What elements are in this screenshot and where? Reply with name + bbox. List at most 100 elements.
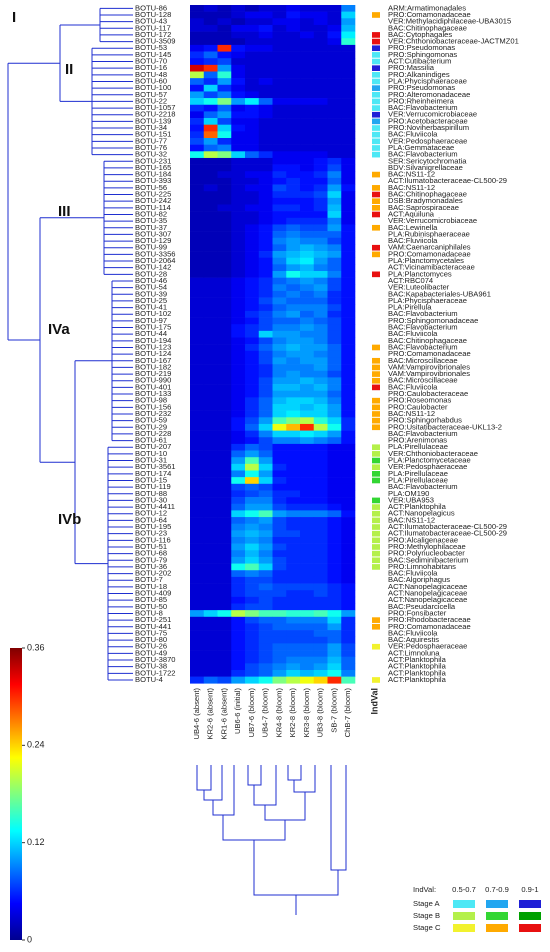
heat-cell xyxy=(190,171,205,179)
heat-cell xyxy=(341,84,356,92)
heat-cell xyxy=(327,537,342,544)
heat-cell xyxy=(231,231,246,239)
heat-cell xyxy=(327,663,342,671)
heat-cell xyxy=(231,310,246,318)
heat-cell xyxy=(300,616,315,624)
heat-cell xyxy=(341,58,356,66)
heat-cell xyxy=(217,344,232,352)
heat-cell xyxy=(245,477,260,485)
heat-cell xyxy=(313,430,328,438)
heat-cell xyxy=(258,131,273,139)
heat-cell xyxy=(327,450,342,458)
heat-cell xyxy=(286,98,301,106)
heat-cell xyxy=(272,244,287,252)
heat-cell xyxy=(286,643,301,651)
heat-cell xyxy=(313,24,328,32)
indval-mark xyxy=(372,471,380,477)
heat-cell xyxy=(231,384,246,391)
heat-cell xyxy=(245,583,260,591)
row-label: BOTU-28 xyxy=(135,269,167,278)
heat-cell xyxy=(217,271,232,278)
heat-cell xyxy=(258,211,273,219)
heat-cell xyxy=(313,184,328,192)
heat-cell xyxy=(272,603,287,611)
heat-cell xyxy=(231,344,246,352)
row-label: BOTU-25 xyxy=(135,296,167,305)
heat-cell xyxy=(190,124,205,132)
taxon-label: ACT:Planktophila xyxy=(388,655,447,664)
taxon-label: DSB:Bradymonadales xyxy=(388,196,463,205)
taxon-label: ACT:Nanopelagicus xyxy=(388,509,455,518)
heat-cell xyxy=(203,590,218,598)
taxon-label: PRO:Massilia xyxy=(388,63,435,72)
indval-mark xyxy=(372,244,380,251)
heat-cell xyxy=(286,164,301,172)
heat-cell xyxy=(286,124,301,132)
heat-cell xyxy=(327,656,342,664)
heat-cell xyxy=(286,457,301,465)
heat-cell xyxy=(258,590,273,598)
heat-cell xyxy=(313,224,328,232)
heat-cell xyxy=(217,277,232,285)
heat-cell xyxy=(190,670,205,677)
heat-cell xyxy=(190,650,205,657)
row-label: BOTU-76 xyxy=(135,143,167,152)
heat-cell xyxy=(217,284,232,292)
heat-cell xyxy=(286,404,301,411)
taxon-label: VER:Luteolibacter xyxy=(388,283,450,292)
heat-cell xyxy=(245,543,260,551)
heat-cell xyxy=(272,91,287,99)
heat-cell xyxy=(217,58,232,66)
heat-cell xyxy=(217,330,232,338)
heat-cell xyxy=(327,51,342,59)
heat-cell xyxy=(341,78,356,86)
heat-cell xyxy=(341,550,356,558)
heat-cell xyxy=(190,71,205,79)
heat-cell xyxy=(217,663,232,671)
heat-cell xyxy=(272,497,287,505)
heat-cell xyxy=(313,517,328,524)
heat-cell xyxy=(203,410,218,418)
taxon-label: PRO:Alcaligenaceae xyxy=(388,535,458,544)
heat-cell xyxy=(231,131,246,139)
heat-cell xyxy=(327,277,342,285)
heat-cell xyxy=(190,231,205,239)
heat-cell xyxy=(190,44,205,52)
heat-cell xyxy=(258,384,273,391)
heat-cell xyxy=(327,443,342,451)
heat-cell xyxy=(300,224,315,232)
heat-cell xyxy=(203,344,218,352)
heat-cell xyxy=(190,350,205,358)
indval-mark xyxy=(372,451,380,457)
heat-cell xyxy=(203,104,218,112)
heat-cell xyxy=(231,596,246,604)
heat-cell xyxy=(245,616,260,624)
heat-cell xyxy=(327,38,342,46)
indval-mark xyxy=(372,171,380,178)
heat-cell xyxy=(327,417,342,425)
heat-cell xyxy=(190,330,205,338)
heat-cell xyxy=(231,630,246,638)
heat-cell xyxy=(231,157,246,165)
heat-cell xyxy=(245,191,260,199)
row-label: BOTU-102 xyxy=(135,309,171,318)
heat-cell xyxy=(190,297,205,305)
heat-cell xyxy=(341,337,356,345)
heat-cell xyxy=(300,503,315,511)
heat-cell xyxy=(245,423,260,431)
heat-cell xyxy=(217,483,232,491)
heat-cell xyxy=(286,490,301,498)
heat-cell xyxy=(341,98,356,106)
heat-cell xyxy=(272,377,287,385)
indval-mark xyxy=(372,131,380,138)
heat-cell xyxy=(217,78,232,86)
heat-cell xyxy=(327,563,342,571)
color-tick-label: 0.36 xyxy=(27,642,45,652)
heat-cell xyxy=(231,590,246,598)
heat-cell xyxy=(272,576,287,584)
row-label: BOTU-12 xyxy=(135,509,167,518)
heat-cell xyxy=(286,610,301,618)
heat-cell xyxy=(341,284,356,292)
heat-cell xyxy=(258,583,273,591)
taxon-label: PRO:Acetobacteraceae xyxy=(388,116,468,125)
